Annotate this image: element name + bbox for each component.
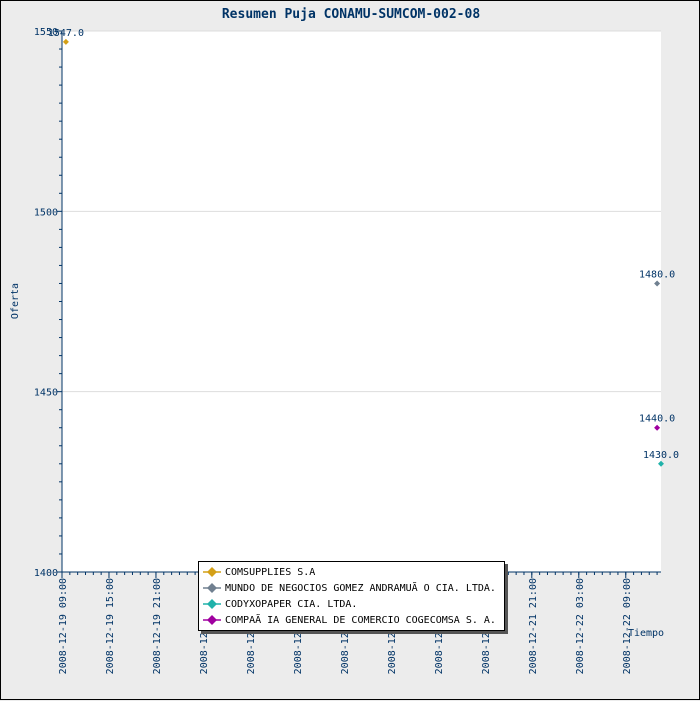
- y-axis-label: Oferta: [10, 283, 21, 319]
- legend-marker-icon: [203, 599, 221, 609]
- x-tick-label: 2008-12-22 03:00: [575, 578, 586, 674]
- y-tick-label: 1450: [34, 388, 58, 399]
- data-point: [658, 460, 664, 467]
- legend-marker-icon: [203, 567, 221, 577]
- x-tick-label: 2008-12-22 09:00: [622, 578, 633, 674]
- data-point: [62, 38, 69, 45]
- data-point: [654, 280, 661, 287]
- legend-marker-icon: [203, 615, 221, 625]
- x-tick-label: 2008-12-19 15:00: [105, 578, 116, 674]
- x-axis-label: Tiempo: [628, 628, 664, 639]
- data-label: 1430.0: [643, 450, 679, 461]
- y-tick-label: 1500: [34, 207, 58, 218]
- legend-item-comsupplies: COMSUPPLIES S.A: [203, 564, 504, 580]
- chart-title: Resumen Puja CONAMU-SUMCOM-002-08: [222, 7, 480, 22]
- x-tick-label: 2008-12-19 21:00: [152, 578, 163, 674]
- y-tick-label: 1400: [34, 568, 58, 579]
- y-tick-label: 1550: [34, 27, 58, 38]
- legend-item-cogecomsa: COMPAÃ IA GENERAL DE COMERCIO COGECOMSA …: [203, 612, 504, 628]
- legend-label: COMSUPPLIES S.A: [225, 566, 316, 578]
- legend-label: CODYXOPAPER CIA. LTDA.: [225, 598, 358, 610]
- data-label: 1480.0: [639, 269, 675, 280]
- data-label: 1547.0: [48, 28, 84, 39]
- legend-item-mundo-de-negocios: MUNDO DE NEGOCIOS GOMEZ ANDRAMUÃ O CIA. …: [203, 580, 504, 596]
- data-label: 1440.0: [639, 414, 675, 425]
- legend-item-codyxopaper: CODYXOPAPER CIA. LTDA.: [203, 596, 504, 612]
- x-tick-label: 2008-12-21 21:00: [528, 578, 539, 674]
- legend: COMSUPPLIES S.A MUNDO DE NEGOCIOS GOMEZ …: [198, 561, 505, 631]
- x-tick-label: 2008-12-19 09:00: [58, 578, 69, 674]
- legend-label: COMPAÃ IA GENERAL DE COMERCIO COGECOMSA …: [225, 614, 496, 626]
- plot-area: [62, 31, 661, 572]
- legend-label: MUNDO DE NEGOCIOS GOMEZ ANDRAMUÃ O CIA. …: [225, 582, 496, 594]
- legend-marker-icon: [203, 583, 221, 593]
- data-point: [654, 424, 661, 431]
